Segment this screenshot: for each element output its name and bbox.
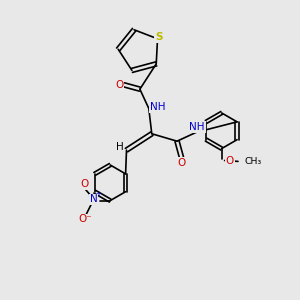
Text: CH₃: CH₃ xyxy=(244,157,262,166)
Text: O: O xyxy=(177,158,186,169)
Text: NH: NH xyxy=(150,102,166,112)
Text: O: O xyxy=(226,156,234,167)
Text: H: H xyxy=(116,142,124,152)
Text: N: N xyxy=(90,194,98,204)
Text: S: S xyxy=(155,32,163,42)
Text: NH: NH xyxy=(189,122,205,132)
Text: O: O xyxy=(81,179,89,189)
Text: O: O xyxy=(115,80,123,90)
Text: O⁻: O⁻ xyxy=(78,214,92,224)
Text: +: + xyxy=(95,191,101,197)
